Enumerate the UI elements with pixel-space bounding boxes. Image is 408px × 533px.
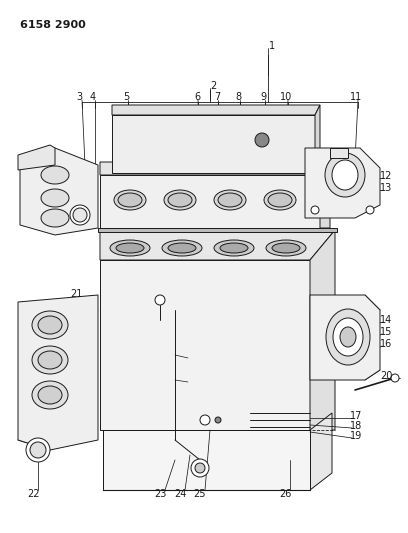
Circle shape: [200, 415, 210, 425]
Polygon shape: [320, 162, 330, 228]
Text: 16: 16: [380, 339, 392, 349]
Ellipse shape: [41, 209, 69, 227]
Polygon shape: [310, 413, 332, 490]
Ellipse shape: [218, 193, 242, 207]
Text: 25: 25: [194, 489, 206, 499]
Text: 14: 14: [380, 315, 392, 325]
Ellipse shape: [340, 327, 356, 347]
Text: 1: 1: [269, 41, 275, 51]
Text: 8: 8: [235, 92, 241, 102]
Polygon shape: [315, 105, 320, 173]
Polygon shape: [18, 295, 98, 450]
Ellipse shape: [268, 193, 292, 207]
Polygon shape: [100, 260, 310, 430]
Ellipse shape: [162, 240, 202, 256]
Text: 22: 22: [28, 489, 40, 499]
Circle shape: [191, 459, 209, 477]
Ellipse shape: [110, 240, 150, 256]
Ellipse shape: [38, 316, 62, 334]
Circle shape: [391, 374, 399, 382]
Ellipse shape: [325, 153, 365, 197]
Ellipse shape: [266, 240, 306, 256]
Polygon shape: [112, 115, 315, 173]
Text: 5: 5: [123, 92, 129, 102]
Text: 19: 19: [350, 431, 362, 441]
Text: 21: 21: [70, 289, 82, 299]
Polygon shape: [305, 148, 380, 218]
Circle shape: [366, 206, 374, 214]
Text: 26: 26: [279, 489, 291, 499]
Polygon shape: [330, 148, 348, 158]
Ellipse shape: [168, 193, 192, 207]
Text: 18: 18: [350, 421, 362, 431]
Circle shape: [255, 133, 269, 147]
Ellipse shape: [168, 243, 196, 253]
Ellipse shape: [214, 190, 246, 210]
Polygon shape: [100, 162, 330, 175]
Text: 3: 3: [76, 92, 82, 102]
Polygon shape: [18, 145, 55, 170]
Text: 2: 2: [210, 81, 216, 91]
Circle shape: [26, 438, 50, 462]
Text: 15: 15: [380, 327, 392, 337]
Circle shape: [311, 206, 319, 214]
Circle shape: [195, 463, 205, 473]
Circle shape: [70, 205, 90, 225]
Text: 7: 7: [214, 92, 220, 102]
Text: 9: 9: [260, 92, 266, 102]
Text: 23: 23: [154, 489, 166, 499]
Text: 24: 24: [174, 489, 186, 499]
Ellipse shape: [32, 311, 68, 339]
Text: 6: 6: [194, 92, 200, 102]
Polygon shape: [103, 430, 310, 490]
Circle shape: [30, 442, 46, 458]
Ellipse shape: [41, 166, 69, 184]
Ellipse shape: [32, 346, 68, 374]
Circle shape: [155, 295, 165, 305]
Ellipse shape: [41, 189, 69, 207]
Polygon shape: [100, 175, 320, 228]
Polygon shape: [310, 230, 335, 430]
Text: 20: 20: [380, 371, 392, 381]
Ellipse shape: [38, 386, 62, 404]
Ellipse shape: [332, 160, 358, 190]
Ellipse shape: [116, 243, 144, 253]
Text: 12: 12: [380, 171, 392, 181]
Polygon shape: [100, 230, 335, 260]
Circle shape: [215, 417, 221, 423]
Polygon shape: [20, 148, 98, 235]
Polygon shape: [310, 295, 380, 380]
Ellipse shape: [32, 381, 68, 409]
Text: 4: 4: [90, 92, 96, 102]
Ellipse shape: [38, 351, 62, 369]
Ellipse shape: [164, 190, 196, 210]
Polygon shape: [98, 228, 337, 232]
Text: 17: 17: [350, 411, 362, 421]
Ellipse shape: [220, 243, 248, 253]
Ellipse shape: [272, 243, 300, 253]
Ellipse shape: [326, 309, 370, 365]
Ellipse shape: [333, 318, 363, 356]
Text: 10: 10: [280, 92, 292, 102]
Ellipse shape: [118, 193, 142, 207]
Polygon shape: [112, 105, 320, 115]
Ellipse shape: [114, 190, 146, 210]
Text: 13: 13: [380, 183, 392, 193]
Circle shape: [73, 208, 87, 222]
Text: 6158 2900: 6158 2900: [20, 20, 86, 30]
Ellipse shape: [214, 240, 254, 256]
Bar: [18, 38, 390, 516]
Text: 11: 11: [350, 92, 362, 102]
Ellipse shape: [264, 190, 296, 210]
Polygon shape: [103, 430, 310, 490]
